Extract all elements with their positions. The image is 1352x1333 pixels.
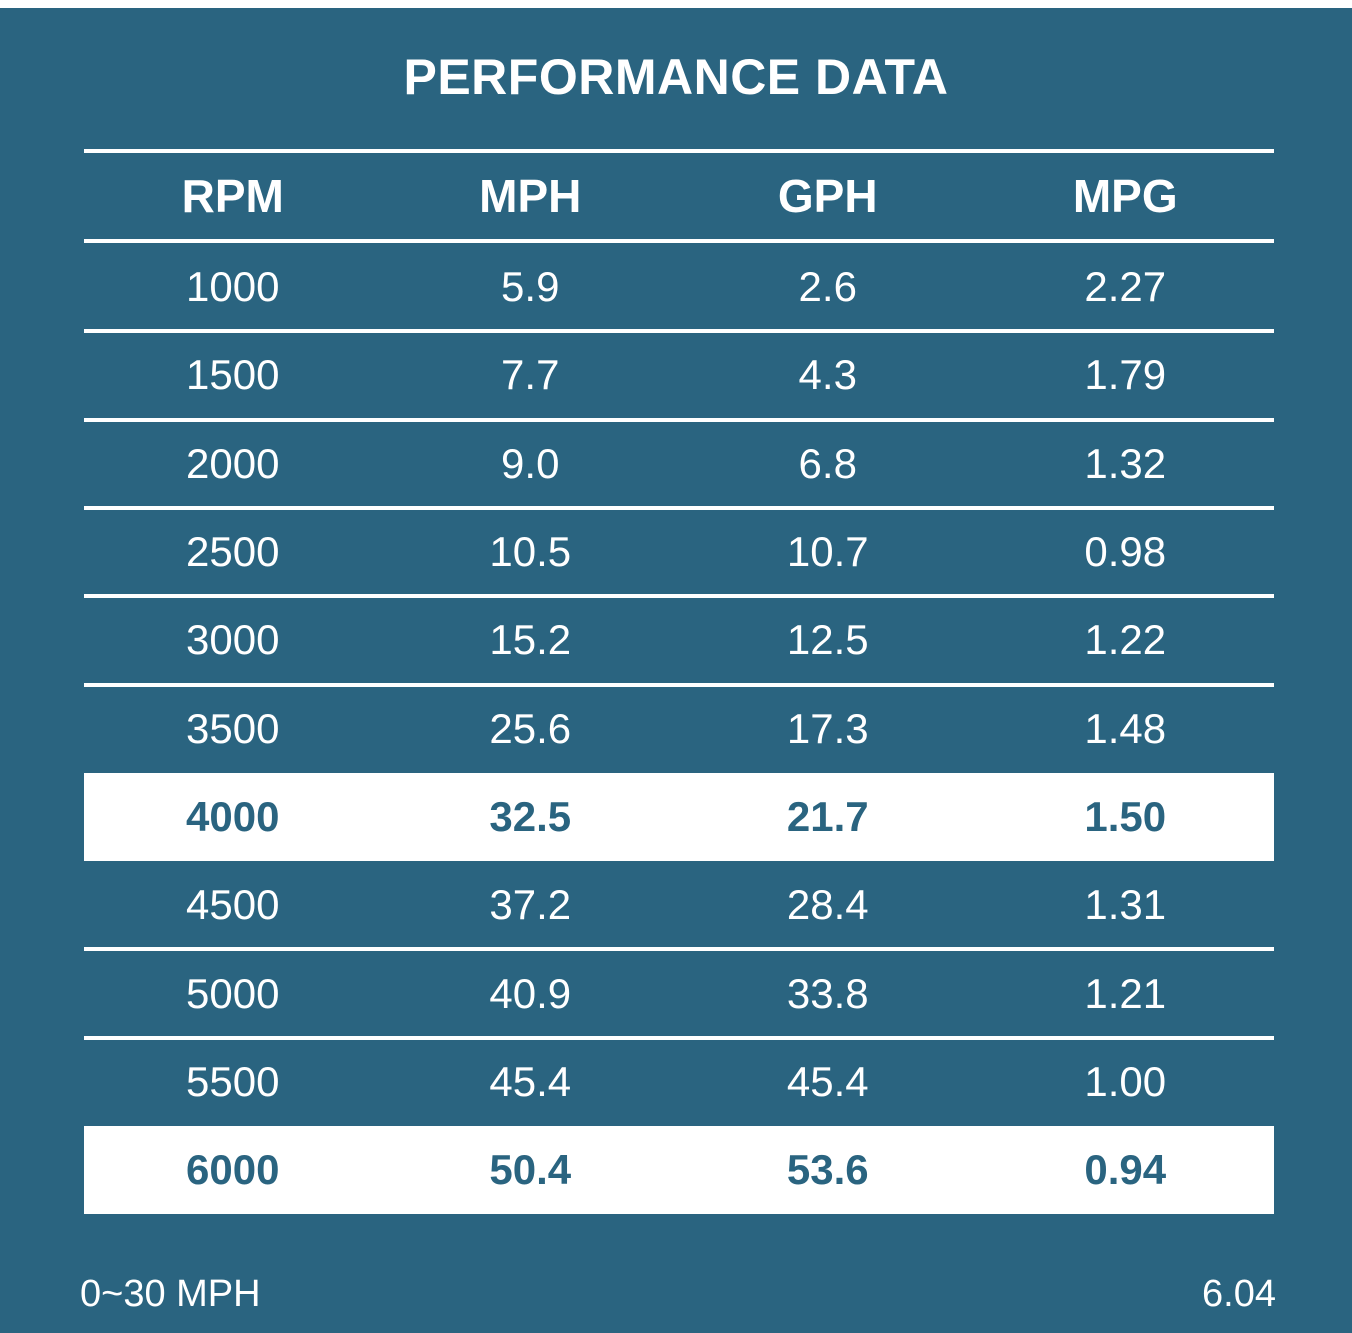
column-header-mph: MPH (479, 170, 582, 222)
cell-gph: 17.3 (786, 704, 869, 752)
cell-mph: 9.0 (501, 439, 560, 487)
cell-rpm: 4500 (186, 881, 280, 929)
cell-rpm: 6000 (186, 1146, 280, 1194)
cell-mph: 40.9 (489, 969, 572, 1017)
table-row-highlighted: 4000 32.5 21.7 1.50 (84, 772, 1274, 862)
table-row: 1500 7.7 4.3 1.79 (84, 331, 1274, 419)
table-row-highlighted: 6000 50.4 53.6 0.94 (84, 1126, 1274, 1215)
row-divider (84, 417, 1274, 422)
row-divider (84, 682, 1274, 687)
cell-mph: 25.6 (489, 704, 572, 752)
cell-mpg: 1.50 (1084, 792, 1167, 840)
cell-mph: 7.7 (501, 351, 560, 399)
speed-range-label: 0~30 MPH (80, 1273, 261, 1315)
cell-gph: 4.3 (798, 351, 857, 399)
cell-mph: 10.5 (489, 528, 572, 576)
table-row: 5000 40.9 33.8 1.21 (84, 949, 1274, 1037)
cell-mph: 37.2 (489, 881, 572, 929)
cell-mpg: 2.27 (1084, 263, 1167, 311)
cell-mph: 15.2 (489, 616, 572, 664)
cell-mpg: 1.48 (1084, 704, 1167, 752)
cell-rpm: 4000 (186, 792, 280, 840)
page-title: PERFORMANCE DATA (403, 49, 949, 105)
cell-gph: 21.7 (786, 792, 869, 840)
cell-mpg: 1.21 (1084, 969, 1167, 1017)
table-row: 3500 25.6 17.3 1.48 (84, 685, 1274, 773)
cell-gph: 28.4 (786, 881, 869, 929)
table-row: 1000 5.9 2.6 2.27 (84, 243, 1274, 331)
cell-mpg: 1.79 (1084, 351, 1167, 399)
column-header-rpm: RPM (181, 170, 284, 222)
row-divider (84, 505, 1274, 510)
cell-mph: 45.4 (489, 1057, 572, 1105)
table-row: 2500 10.5 10.7 0.98 (84, 508, 1274, 596)
cell-mph: 5.9 (501, 263, 560, 311)
cell-mph: 50.4 (489, 1146, 572, 1194)
header-divider (84, 239, 1274, 243)
cell-mpg: 0.94 (1084, 1146, 1167, 1194)
table-row: 3000 15.2 12.5 1.22 (84, 596, 1274, 684)
cell-rpm: 3500 (186, 704, 280, 752)
cell-gph: 53.6 (786, 1146, 869, 1194)
cell-mpg: 0.98 (1084, 528, 1167, 576)
performance-panel: PERFORMANCE DATA RPM MPH GPH MPG 1000 5.9… (0, 8, 1352, 1333)
cell-mpg: 1.22 (1084, 616, 1167, 664)
cell-gph: 45.4 (786, 1057, 869, 1105)
cell-gph: 10.7 (786, 528, 869, 576)
cell-rpm: 3000 (186, 616, 280, 664)
column-header-gph: GPH (777, 170, 878, 222)
table-row: 2000 9.0 6.8 1.32 (84, 420, 1274, 508)
row-divider (84, 1035, 1274, 1040)
cell-gph: 33.8 (786, 969, 869, 1017)
table-top-divider (84, 149, 1274, 153)
cell-rpm: 5500 (186, 1057, 280, 1105)
row-divider (84, 947, 1274, 952)
cell-mph: 32.5 (489, 792, 572, 840)
cell-gph: 12.5 (786, 616, 869, 664)
table-row: 4500 37.2 28.4 1.31 (84, 861, 1274, 949)
cell-mpg: 1.32 (1084, 439, 1167, 487)
row-divider (84, 329, 1274, 334)
cell-rpm: 2000 (186, 439, 280, 487)
cell-gph: 6.8 (798, 439, 857, 487)
cell-mpg: 1.00 (1084, 1057, 1167, 1105)
row-divider (84, 594, 1274, 599)
cell-gph: 2.6 (798, 263, 857, 311)
cell-mpg: 1.31 (1084, 881, 1167, 929)
cell-rpm: 1000 (186, 263, 280, 311)
table-row: 5500 45.4 45.4 1.00 (84, 1038, 1274, 1126)
cell-rpm: 2500 (186, 528, 280, 576)
cell-rpm: 1500 (186, 351, 280, 399)
column-header-mpg: MPG (1072, 170, 1178, 222)
cell-rpm: 5000 (186, 969, 280, 1017)
footer-value: 6.04 (1202, 1273, 1276, 1315)
table-header-row: RPM MPH GPH MPG (84, 153, 1274, 239)
